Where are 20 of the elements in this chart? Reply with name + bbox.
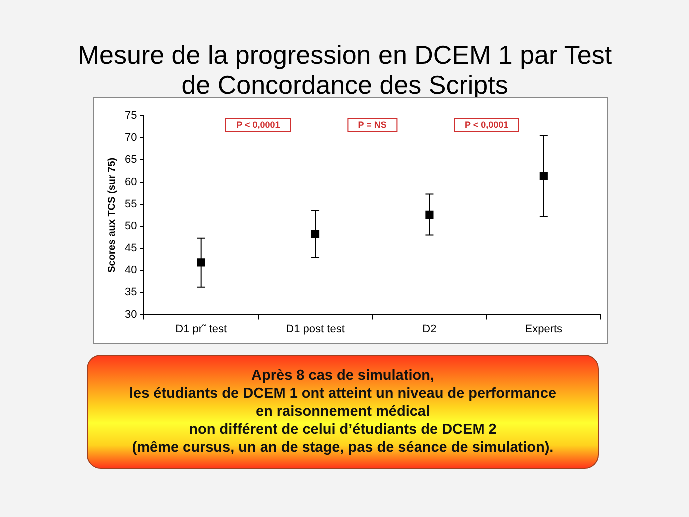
y-tick-label: 45 — [124, 242, 138, 255]
x-tick-label: D1 post test — [286, 323, 345, 336]
y-tick-label: 70 — [124, 132, 138, 144]
y-tick-label: 55 — [124, 198, 138, 210]
text: Après 8 cas de simulation, les étudiants de DCEM 1 ont atteint un niveau de performance en raisonnement médical non différent de celui d’étudiants de DCEM 2 (même cursus, un an de stage, pas de séance de simulation). — [87, 355, 599, 469]
y-tick-label: 65 — [124, 154, 138, 166]
y-tick-label: 30 — [124, 308, 138, 321]
annotation: P < 0,0001 — [226, 118, 292, 132]
y-axis-title: Scores aux TCS (sur 75) — [106, 158, 118, 273]
chart-title: Mesure de la progression en DCEM 1 par Test de Concordance des Scripts — [76, 40, 614, 100]
y-tick-label: 35 — [124, 286, 138, 299]
annotation: P = NS — [347, 118, 398, 132]
x-tick-label: D1 pr˜ test — [176, 323, 228, 336]
y-tick-label: 40 — [124, 264, 138, 277]
y-tick-label: 50 — [124, 220, 138, 232]
y-tick-label: 75 — [124, 110, 138, 122]
y-tick-label: 60 — [124, 176, 138, 188]
annotation: P < 0,0001 — [454, 118, 520, 132]
x-tick-label: D2 — [422, 323, 437, 336]
x-tick-label: Experts — [525, 323, 564, 336]
